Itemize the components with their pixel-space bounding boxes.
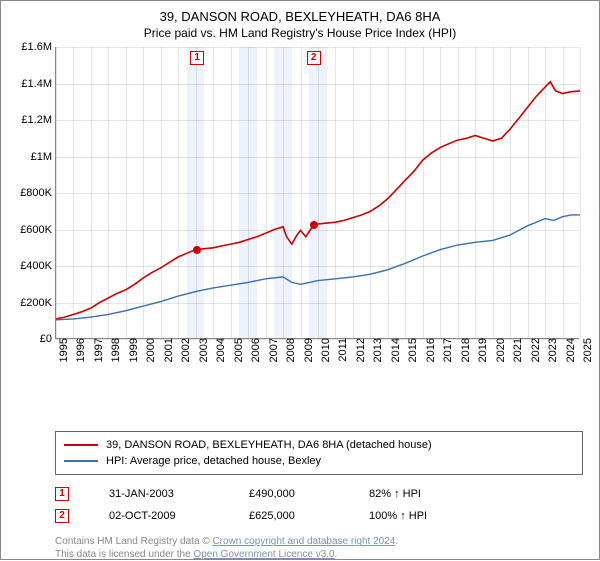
x-axis-label: 2004 [213,338,227,362]
series-svg [56,47,580,339]
legend-swatch [64,444,98,446]
x-axis-label: 2001 [161,338,175,362]
event-row: 2 02-OCT-2009 £625,000 100% ↑ HPI [55,505,583,527]
gridline-vertical [580,47,581,338]
x-axis-label: 2005 [231,338,245,362]
x-axis-label: 1995 [56,338,70,362]
x-axis-label: 2006 [248,338,262,362]
event-row: 1 31-JAN-2003 £490,000 82% ↑ HPI [55,483,583,505]
chart-title: 39, DANSON ROAD, BEXLEYHEATH, DA6 8HA [11,9,589,26]
chart-subtitle: Price paid vs. HM Land Registry's House … [11,26,589,42]
x-axis-label: 2024 [563,338,577,362]
x-axis-label: 1998 [108,338,122,362]
footer-text: This data is licensed under the [55,549,193,560]
footer-text: . [335,549,338,560]
marker-flag: 1 [190,51,204,65]
x-axis-label: 2008 [283,338,297,362]
event-hpi_pct: 82% ↑ HPI [369,488,449,500]
legend-row: HPI: Average price, detached house, Bexl… [64,453,574,469]
x-axis-label: 2010 [318,338,332,362]
x-axis-label: 2015 [405,338,419,362]
x-axis-label: 2002 [178,338,192,362]
y-axis-label: £800K [20,187,56,199]
legend-label: 39, DANSON ROAD, BEXLEYHEATH, DA6 8HA (d… [106,439,432,451]
x-axis-label: 2025 [580,338,594,362]
x-axis-label: 2021 [510,338,524,362]
y-axis-label: £1M [31,151,56,163]
event-price: £490,000 [249,488,329,500]
x-axis-label: 2020 [493,338,507,362]
x-axis-label: 2011 [335,338,349,362]
legend-swatch [64,460,98,462]
x-axis-label: 1997 [91,338,105,362]
x-axis-label: 1999 [126,338,140,362]
y-axis-label: £600K [20,224,56,236]
footer-attribution: Contains HM Land Registry data © Crown c… [55,535,583,561]
plot-area: £0£200K£400K£600K£800K£1M£1.2M£1.4M£1.6M… [55,47,579,339]
y-axis-label: £400K [20,260,56,272]
title-block: 39, DANSON ROAD, BEXLEYHEATH, DA6 8HA Pr… [11,9,589,41]
y-axis-label: £1.4M [21,78,56,90]
event-date: 02-OCT-2009 [109,510,209,522]
event-table: 1 31-JAN-2003 £490,000 82% ↑ HPI 2 02-OCT-200… [55,483,583,527]
x-axis-label: 2012 [353,338,367,362]
chart-area: £0£200K£400K£600K£800K£1M£1.2M£1.4M£1.6M… [11,47,589,387]
legend-label: HPI: Average price, detached house, Bexl… [106,455,321,467]
x-axis-label: 2003 [196,338,210,362]
x-axis-label: 1996 [73,338,87,362]
footer-text: Contains HM Land Registry data © [55,536,212,547]
series-line-hpi [56,215,580,320]
marker-point [310,221,318,229]
event-price: £625,000 [249,510,329,522]
event-date: 31-JAN-2003 [109,488,209,500]
x-axis-label: 2018 [458,338,472,362]
x-axis-label: 2007 [266,338,280,362]
chart-container: 39, DANSON ROAD, BEXLEYHEATH, DA6 8HA Pr… [0,0,600,560]
x-axis-label: 2016 [423,338,437,362]
x-axis-label: 2022 [528,338,542,362]
series-line-price_paid [56,82,580,319]
marker-point [193,246,201,254]
event-flag: 2 [55,509,69,523]
y-axis-label: £1.2M [21,114,56,126]
x-axis-label: 2000 [143,338,157,362]
event-flag: 1 [55,487,69,501]
y-axis-label: £200K [20,297,56,309]
x-axis-label: 2017 [440,338,454,362]
event-hpi_pct: 100% ↑ HPI [369,510,449,522]
footer-link-ogl[interactable]: Open Government Licence v3.0 [193,549,334,560]
y-axis-label: £1.6M [21,41,56,53]
legend: 39, DANSON ROAD, BEXLEYHEATH, DA6 8HA (d… [55,431,583,475]
x-axis-label: 2023 [545,338,559,362]
x-axis-label: 2019 [475,338,489,362]
marker-flag: 2 [307,51,321,65]
x-axis-label: 2014 [388,338,402,362]
x-axis-label: 2009 [301,338,315,362]
footer-text: . [395,536,398,547]
x-axis-label: 2013 [370,338,384,362]
legend-row: 39, DANSON ROAD, BEXLEYHEATH, DA6 8HA (d… [64,437,574,453]
y-axis-label: £0 [40,333,56,345]
footer-link-crown[interactable]: Crown copyright and database right 2024 [212,536,395,547]
